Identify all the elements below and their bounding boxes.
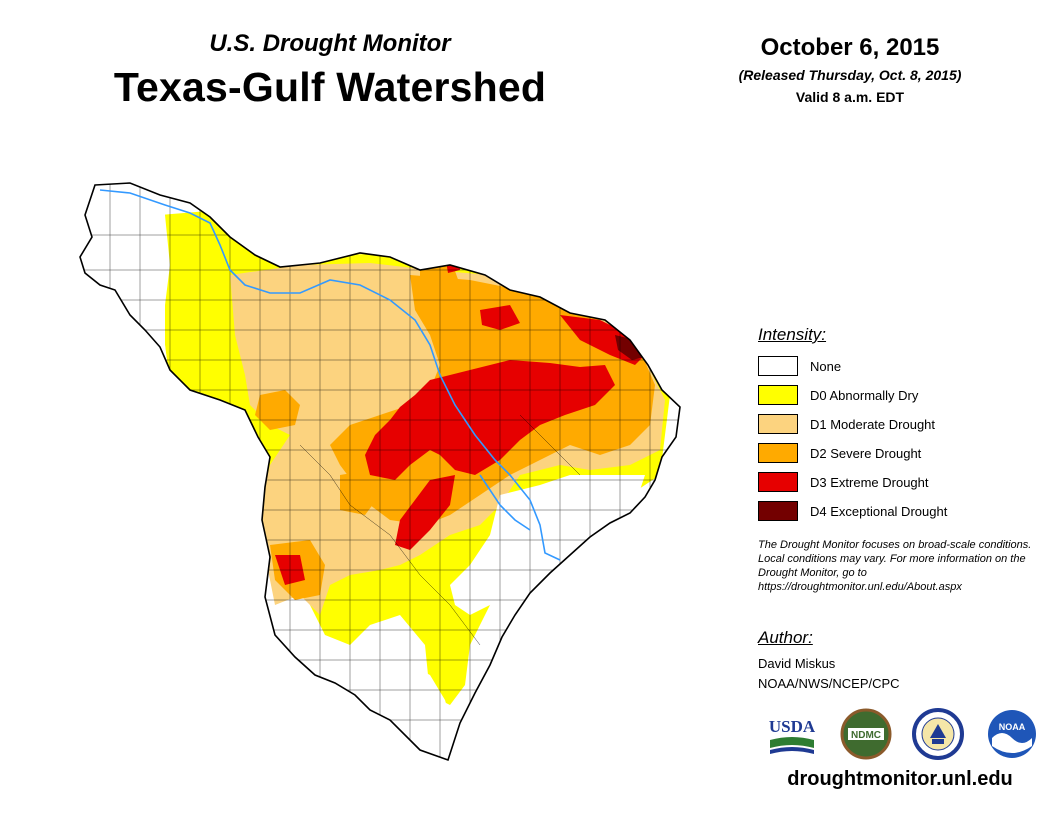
none-area [80, 185, 170, 385]
legend-item: D1 Moderate Drought [758, 413, 935, 435]
legend-item: D2 Severe Drought [758, 442, 921, 464]
author-organization: NOAA/NWS/NCEP/CPC [758, 676, 900, 691]
author-heading: Author: [758, 628, 813, 647]
map-title: Texas-Gulf Watershed [113, 64, 547, 110]
legend-item: D0 Abnormally Dry [758, 384, 918, 406]
none-area [270, 615, 410, 735]
doc-seal-logo [912, 708, 964, 760]
watershed-outline [79, 182, 681, 762]
drought-map [79, 182, 681, 762]
ndmc-logo: NDMC [840, 708, 892, 760]
legend-heading: Intensity: [758, 325, 827, 344]
drought-monitor-note: The Drought Monitor focuses on broad-sca… [758, 539, 1032, 593]
legend-label: D2 Severe Drought [810, 445, 922, 461]
legend-item: None [758, 355, 841, 377]
legend-label: D4 Exceptional Drought [810, 503, 948, 519]
d4-area [615, 335, 645, 360]
legend-item: D4 Exceptional Drought [758, 500, 947, 522]
usda-logo: USDA [769, 717, 816, 754]
legend-swatch [758, 443, 798, 463]
none-area [410, 665, 455, 745]
legend-label: D1 Moderate Drought [810, 416, 936, 432]
legend-swatch [758, 385, 798, 405]
legend-item: D3 Extreme Drought [758, 471, 929, 493]
red-river [99, 189, 561, 561]
legend-swatch [758, 501, 798, 521]
legend-label: D0 Abnormally Dry [810, 387, 919, 403]
ndmc-logo-text: NDMC [851, 730, 881, 741]
legend-label: None [810, 358, 842, 374]
valid-time: Valid 8 a.m. EDT [795, 89, 905, 105]
release-date: (Released Thursday, Oct. 8, 2015) [738, 67, 962, 83]
map-date: October 6, 2015 [760, 34, 940, 61]
rivers [99, 189, 561, 561]
legend-swatch [758, 472, 798, 492]
brazos-river [479, 474, 531, 531]
website-link[interactable]: droughtmonitor.unl.edu [787, 768, 1013, 790]
noaa-logo: NOAA [988, 710, 1036, 758]
usda-logo-text: USDA [769, 717, 816, 736]
noaa-logo-text: NOAA [999, 722, 1026, 732]
legend-swatch [758, 414, 798, 434]
author-name: David Miskus [758, 656, 836, 671]
legend-swatch [758, 356, 798, 376]
map-subtitle: U.S. Drought Monitor [209, 30, 451, 57]
legend-label: D3 Extreme Drought [810, 474, 929, 490]
